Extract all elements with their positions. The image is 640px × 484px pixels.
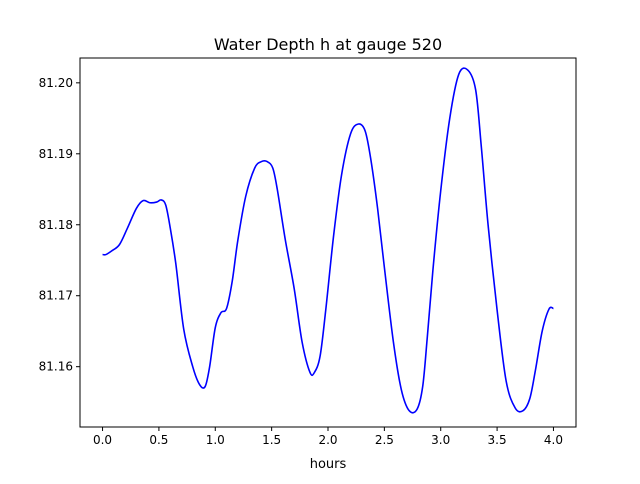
x-tick-label: 3.0 xyxy=(431,433,450,447)
series-line-0 xyxy=(102,67,554,414)
y-tick-label: 81.17 xyxy=(39,289,73,303)
x-tick-label: 1.5 xyxy=(262,433,281,447)
chart-title: Water Depth h at gauge 520 xyxy=(214,35,442,54)
x-tick-label: 2.0 xyxy=(318,433,337,447)
y-tick-label: 81.16 xyxy=(39,360,73,374)
y-tick-label: 81.18 xyxy=(39,218,73,232)
x-tick-label: 1.0 xyxy=(206,433,225,447)
x-axis-ticks: 0.0 0.5 1.0 1.5 2.0 2.5 3.0 3.5 4.0 xyxy=(93,427,563,447)
plot-area xyxy=(102,67,554,414)
x-tick-label: 0.0 xyxy=(93,433,112,447)
x-tick-label: 2.5 xyxy=(375,433,394,447)
y-axis-ticks: 81.16 81.17 81.18 81.19 81.20 xyxy=(39,76,80,374)
x-tick-label: 3.5 xyxy=(488,433,507,447)
axes-frame xyxy=(79,57,577,428)
y-tick-label: 81.19 xyxy=(39,147,73,161)
x-tick-label: 0.5 xyxy=(149,433,168,447)
x-axis-label: hours xyxy=(310,457,347,472)
x-tick-label: 4.0 xyxy=(544,433,563,447)
y-tick-label: 81.20 xyxy=(39,76,73,90)
